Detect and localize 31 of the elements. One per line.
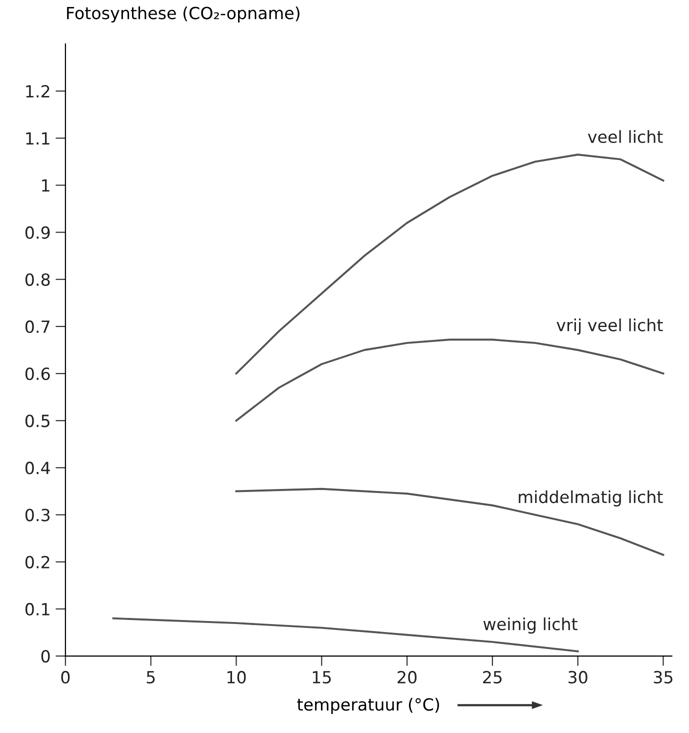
line-series bbox=[112, 617, 579, 652]
series-label: weinig licht bbox=[483, 617, 578, 634]
y-axis-title: Fotosynthese (CO₂-opname) bbox=[67, 6, 300, 23]
y-tick-label: 1.2 bbox=[26, 85, 50, 98]
y-tick-label: 0.4 bbox=[25, 462, 50, 474]
x-tick-label: 35 bbox=[654, 670, 672, 684]
line-series bbox=[235, 154, 664, 375]
y-tick-label: 0 bbox=[41, 650, 50, 663]
series-label: vrij veel licht bbox=[556, 318, 663, 335]
x-axis-title: temperatuur (°C) bbox=[297, 698, 440, 714]
y-tick-label: 0.2 bbox=[25, 556, 50, 568]
x-tick-label: 20 bbox=[398, 670, 417, 684]
x-tick-label: 5 bbox=[146, 671, 155, 684]
line-series bbox=[235, 338, 664, 422]
series-label: middelmatig licht bbox=[518, 490, 663, 506]
x-tick-label: 10 bbox=[227, 670, 246, 684]
y-tick-label: 0.5 bbox=[25, 414, 50, 428]
x-tick-label: 15 bbox=[312, 671, 331, 684]
y-tick-label: 0.9 bbox=[25, 226, 50, 239]
y-tick-label: 1 bbox=[42, 179, 50, 192]
x-tick-label: 30 bbox=[568, 670, 588, 684]
line-series bbox=[235, 488, 664, 556]
y-tick-label: 0.6 bbox=[25, 368, 50, 380]
x-tick-label: 25 bbox=[483, 670, 502, 684]
x-tick-label: 0 bbox=[61, 670, 70, 684]
series-label: veel licht bbox=[588, 130, 663, 144]
y-tick-label: 0.1 bbox=[25, 602, 50, 616]
y-tick-label: 0.8 bbox=[25, 273, 50, 286]
y-tick-label: 1.1 bbox=[26, 132, 50, 144]
y-tick-label: 0.7 bbox=[25, 320, 50, 334]
y-tick-label: 0.3 bbox=[25, 508, 50, 522]
